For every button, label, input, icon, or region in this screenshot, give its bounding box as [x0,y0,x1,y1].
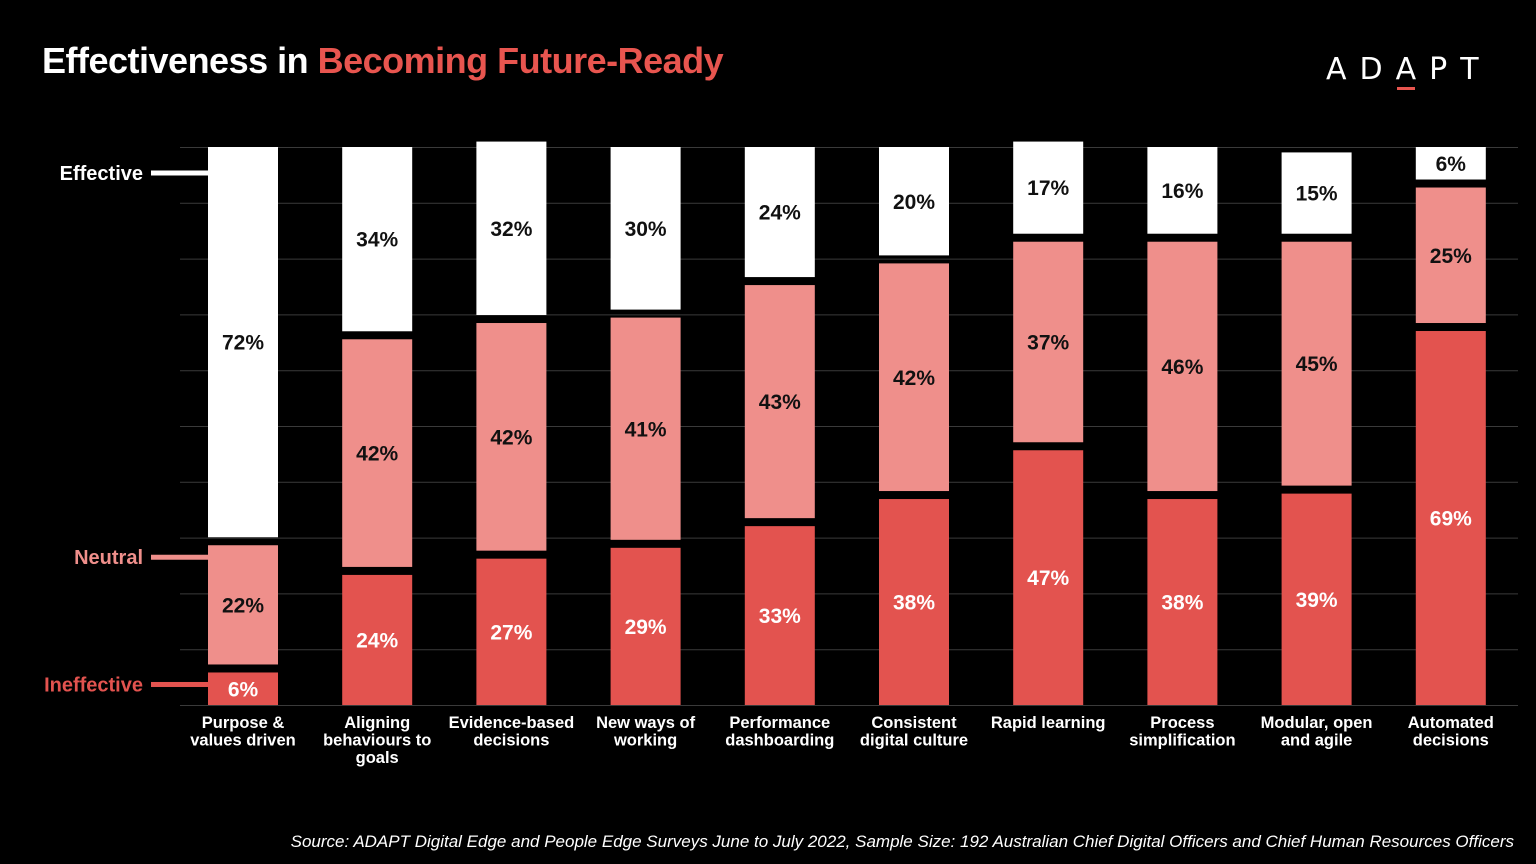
data-label-effective-modular-open-and-agile: 15% [1296,183,1338,206]
category-label: behaviours to [323,732,431,750]
bar-effective-modular-open-and-agile [1281,152,1352,234]
bar-neutral-aligning-behaviours-to-goals [342,339,413,567]
data-label-effective-purpose-values-driven: 72% [222,332,264,355]
category-label: simplification [1129,732,1235,750]
data-label-neutral-performance-dashboarding: 43% [759,391,801,414]
bar-ineffective-automated-decisions [1415,331,1486,705]
data-label-ineffective-performance-dashboarding: 33% [759,605,801,628]
category-label: Process [1150,714,1214,732]
bar-neutral-performance-dashboarding [744,285,815,519]
bar-neutral-process-simplification [1147,241,1218,492]
logo-letter-a-text: A [1395,52,1430,87]
data-label-ineffective-automated-decisions: 69% [1430,508,1472,531]
adapt-logo: ADA PT [1326,52,1492,90]
data-label-neutral-modular-open-and-agile: 45% [1296,353,1338,376]
legend-marker-ineffective [151,681,208,687]
category-label: Consistent [871,714,957,732]
legend-label-neutral: Neutral [74,547,143,569]
bar-ineffective-purpose-values-driven [208,672,278,705]
bar-ineffective-aligning-behaviours-to-goals [342,574,413,705]
logo-text-start: AD [1326,52,1396,87]
bar-effective-consistent-digital-culture [879,147,949,256]
legend-label-ineffective: Ineffective [44,674,143,696]
data-label-ineffective-purpose-values-driven: 6% [228,678,259,701]
category-label: New ways of [596,714,696,732]
bar-ineffective-new-ways-of-working [610,547,681,705]
bar-neutral-evidence-based-decisions [476,323,547,551]
bar-ineffective-process-simplification [1147,499,1218,705]
bar-neutral-purpose-values-driven [208,545,278,665]
data-label-ineffective-new-ways-of-working: 29% [625,616,667,639]
data-label-ineffective-consistent-digital-culture: 38% [893,592,935,615]
bar-ineffective-evidence-based-decisions [476,558,547,705]
data-label-neutral-rapid-learning: 37% [1027,332,1069,355]
data-label-ineffective-aligning-behaviours-to-goals: 24% [356,630,398,653]
data-label-effective-aligning-behaviours-to-goals: 34% [356,229,398,252]
chart-title-highlight: Becoming Future-Ready [317,40,724,81]
bar-ineffective-consistent-digital-culture [879,499,949,705]
category-label: dashboarding [725,732,834,750]
category-label: Automated [1408,714,1494,732]
chart-title: Effectiveness in Becoming Future-Ready [42,40,724,82]
data-label-effective-rapid-learning: 17% [1027,177,1069,200]
data-label-effective-automated-decisions: 6% [1436,153,1467,176]
data-label-effective-new-ways-of-working: 30% [625,218,667,241]
data-label-ineffective-modular-open-and-agile: 39% [1296,589,1338,612]
category-label: decisions [1413,732,1489,750]
bar-effective-new-ways-of-working [610,147,681,310]
chart-title-part1: Effectiveness in [42,40,318,81]
bar-neutral-new-ways-of-working [610,317,681,540]
data-label-effective-consistent-digital-culture: 20% [893,191,935,214]
category-label: Purpose & [202,714,285,732]
logo-letter-a: A [1395,52,1430,90]
data-label-neutral-automated-decisions: 25% [1430,245,1472,268]
bar-neutral-rapid-learning [1013,241,1084,443]
data-label-ineffective-evidence-based-decisions: 27% [490,621,532,644]
bar-ineffective-rapid-learning [1013,450,1084,705]
category-label: Rapid learning [991,714,1106,732]
data-label-ineffective-rapid-learning: 47% [1027,567,1069,590]
bar-effective-purpose-values-driven [208,147,278,538]
legend-marker-neutral [151,554,208,560]
bar-neutral-consistent-digital-culture [879,263,949,492]
category-label: Aligning [344,714,410,732]
data-label-effective-performance-dashboarding: 24% [759,202,801,225]
category-label: goals [356,749,399,767]
data-label-effective-process-simplification: 16% [1161,180,1203,203]
bar-effective-aligning-behaviours-to-goals [342,147,413,332]
bar-effective-performance-dashboarding [744,147,815,278]
data-label-ineffective-process-simplification: 38% [1161,592,1203,615]
bar-effective-automated-decisions [1415,147,1486,180]
category-label: and agile [1281,732,1353,750]
source-note: Source: ADAPT Digital Edge and People Ed… [290,832,1514,851]
category-label: Evidence-based [449,714,575,732]
bar-ineffective-modular-open-and-agile [1281,493,1352,705]
category-label: Modular, open [1261,714,1373,732]
data-label-neutral-consistent-digital-culture: 42% [893,367,935,390]
data-label-neutral-new-ways-of-working: 41% [625,418,667,441]
data-label-neutral-evidence-based-decisions: 42% [490,426,532,449]
logo-underline [1396,87,1416,90]
bar-neutral-modular-open-and-agile [1281,241,1352,486]
data-label-neutral-purpose-values-driven: 22% [222,594,264,617]
data-label-neutral-aligning-behaviours-to-goals: 42% [356,443,398,466]
category-label: digital culture [860,732,968,750]
bar-ineffective-performance-dashboarding [744,526,815,705]
category-label: decisions [473,732,549,750]
bar-effective-rapid-learning [1013,141,1084,234]
bar-neutral-automated-decisions [1415,187,1486,324]
logo-text-end: PT [1429,52,1492,87]
bar-effective-evidence-based-decisions [476,141,547,316]
data-label-neutral-process-simplification: 46% [1161,356,1203,379]
legend-label-effective: Effective [60,163,143,185]
data-label-effective-evidence-based-decisions: 32% [490,218,532,241]
category-label: Performance [729,714,830,732]
bar-effective-process-simplification [1147,147,1218,234]
category-label: working [613,732,677,750]
legend-marker-effective [151,170,208,176]
category-label: values driven [190,732,295,750]
